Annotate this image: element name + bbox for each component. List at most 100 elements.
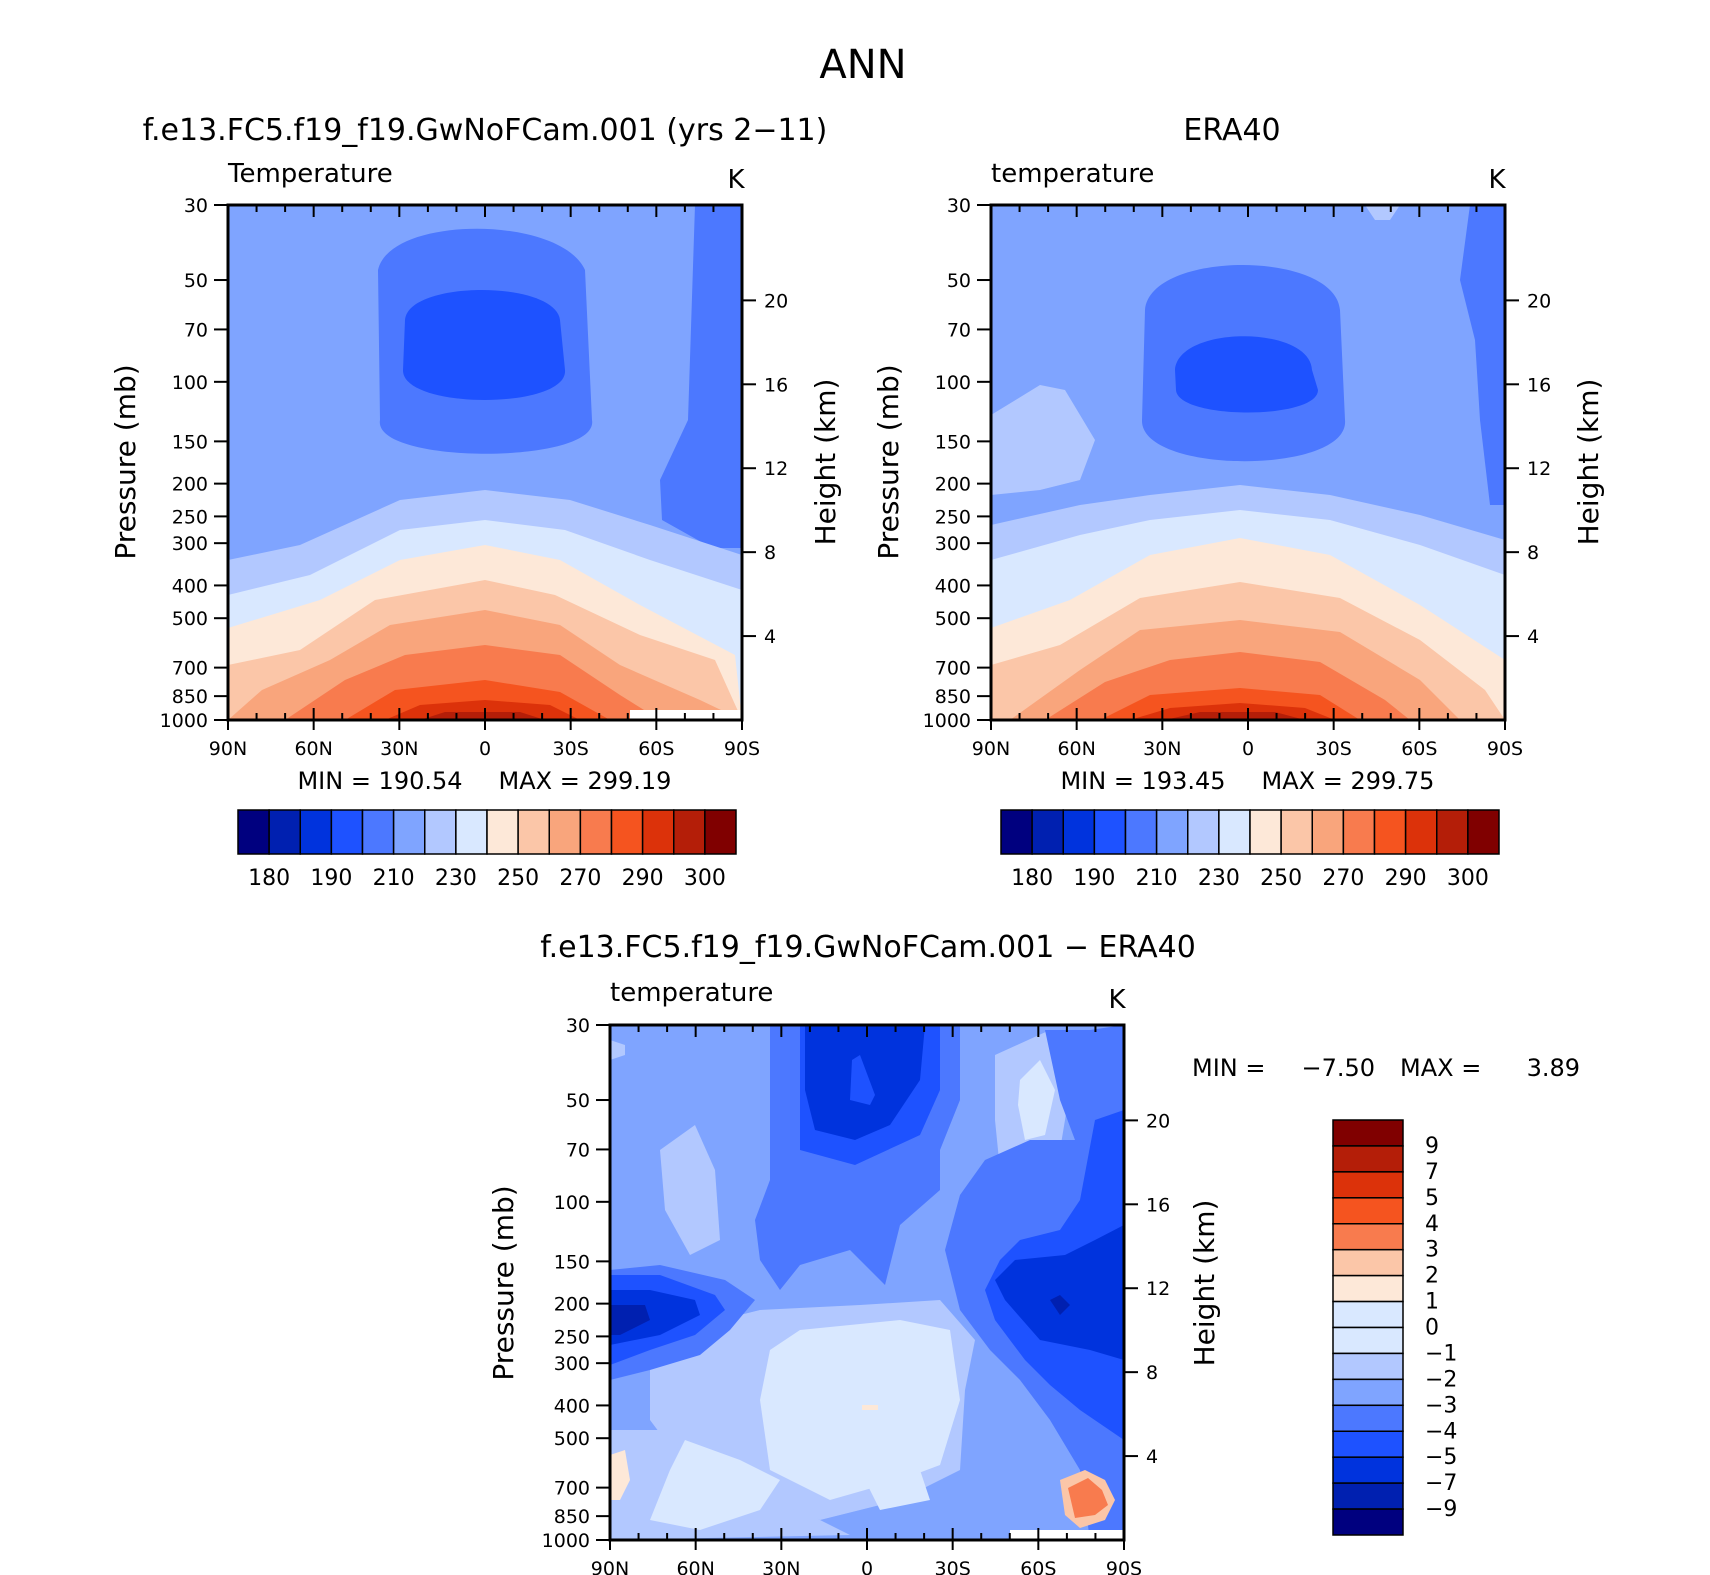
y2-tick-label: 20 <box>764 290 788 312</box>
x-tick-label: 0 <box>861 1558 873 1575</box>
y-tick-label: 50 <box>566 1090 590 1112</box>
colorbar-label: 3 <box>1425 1238 1439 1263</box>
y-tick-label: 500 <box>554 1428 590 1450</box>
colorbar-box <box>1187 809 1220 855</box>
x-tick-label: 60S <box>638 738 674 760</box>
colorbar-box <box>1124 809 1158 855</box>
y2-axis-label-diff: Height (km) <box>1188 1200 1221 1367</box>
colorbar-box <box>1332 1223 1404 1251</box>
y2-axis-label-model: Height (km) <box>809 379 842 546</box>
y-tick-label: 400 <box>935 575 971 597</box>
colorbar-label: 7 <box>1425 1160 1439 1185</box>
colorbar-box <box>1332 1404 1404 1432</box>
colorbar-box <box>299 809 333 855</box>
y-tick-label: 70 <box>947 319 971 341</box>
colorbar-box <box>1218 809 1251 855</box>
y2-tick-label: 8 <box>1527 542 1539 564</box>
colorbar-label: 210 <box>1136 866 1178 891</box>
colorbar-box <box>424 809 457 855</box>
colorbar-box <box>361 809 395 855</box>
colorbar-label: 0 <box>1425 1316 1439 1341</box>
min-label-model: MIN = 190.54 <box>297 767 462 795</box>
colorbar-box <box>392 809 426 855</box>
max-label-diff: MAX = <box>1400 1054 1481 1082</box>
colorbar-box <box>1280 809 1313 855</box>
colorbar-box <box>1332 1248 1404 1277</box>
colorbar-box <box>673 809 706 855</box>
panel-model: f.e13.FC5.f19_f19.GwNoFCam.001 (yrs 2−11… <box>109 113 842 891</box>
y-tick-label: 1000 <box>923 710 971 732</box>
colorbar-label: 230 <box>435 866 477 891</box>
y-tick-label: 100 <box>935 372 971 394</box>
colorbar-box <box>610 809 644 855</box>
y-tick-label: 850 <box>172 686 208 708</box>
max-value-diff: 3.89 <box>1527 1054 1580 1082</box>
colorbar-box <box>237 809 270 855</box>
colorbar-box <box>1093 809 1127 855</box>
colorbar-box <box>1342 809 1376 855</box>
colorbar-box <box>641 809 675 855</box>
y-tick-label: 30 <box>566 1015 590 1037</box>
y2-tick-label: 20 <box>1146 1110 1170 1132</box>
x-tick-label: 60N <box>676 1558 714 1575</box>
colorbar-box <box>1332 1430 1404 1458</box>
y-tick-label: 300 <box>554 1353 590 1375</box>
colorbar-label: 180 <box>1011 866 1053 891</box>
colorbar-obs: 180 190 210 230 250 270 290 300 <box>1000 809 1500 891</box>
y-axis-label-model: Pressure (mb) <box>109 364 142 559</box>
colorbar-box <box>1436 809 1469 855</box>
y-tick-label: 1000 <box>160 710 208 732</box>
y-tick-label: 30 <box>947 195 971 217</box>
y2-tick-label: 16 <box>1527 374 1551 396</box>
y-tick-label: 300 <box>172 533 208 555</box>
min-label-diff: MIN = <box>1192 1054 1265 1082</box>
y2-tick-label: 4 <box>764 626 776 648</box>
colorbar-box <box>486 809 519 855</box>
panel-model-title: f.e13.FC5.f19_f19.GwNoFCam.001 (yrs 2−11… <box>143 113 828 148</box>
y-tick-label: 850 <box>935 686 971 708</box>
colorbar-box <box>1332 1197 1404 1225</box>
colorbar-label: 250 <box>1260 866 1302 891</box>
colorbar-label: 250 <box>497 866 539 891</box>
x-tick-label: 30S <box>553 738 589 760</box>
panel-diff-units: K <box>1108 985 1126 1015</box>
panel-diff: f.e13.FC5.f19_f19.GwNoFCam.001 − ERA40 t… <box>487 930 1580 1575</box>
x-tick-label: 90N <box>209 738 247 760</box>
y-tick-label: 30 <box>184 195 208 217</box>
x-tick-label: 90S <box>724 738 760 760</box>
colorbar-box <box>1332 1300 1404 1329</box>
y2-tick-label: 4 <box>1146 1446 1158 1468</box>
y-tick-label: 200 <box>554 1294 590 1316</box>
y-axis-label-diff: Pressure (mb) <box>487 1185 520 1380</box>
x-tick-label: 30N <box>1143 738 1181 760</box>
colorbar-label: −9 <box>1425 1497 1457 1522</box>
colorbar-box <box>1467 809 1500 855</box>
y-tick-label: 70 <box>184 319 208 341</box>
min-label-obs: MIN = 193.45 <box>1060 767 1225 795</box>
panel-obs-units: K <box>1488 165 1506 195</box>
colorbar-label: 5 <box>1425 1186 1439 1211</box>
x-tick-label: 60S <box>1020 1558 1056 1575</box>
y-tick-label: 700 <box>554 1478 590 1500</box>
colorbar-label: 190 <box>1073 866 1115 891</box>
colorbar-box <box>704 809 737 855</box>
panel-model-variable: Temperature <box>227 159 393 189</box>
colorbar-box <box>1332 1326 1404 1355</box>
x-tick-label: 90S <box>1106 1558 1142 1575</box>
x-tick-label: 0 <box>1242 738 1254 760</box>
x-tick-label: 60S <box>1401 738 1437 760</box>
colorbar-label: 190 <box>310 866 352 891</box>
colorbar-box <box>579 809 613 855</box>
colorbar-label: −3 <box>1425 1393 1457 1418</box>
y-tick-label: 150 <box>935 431 971 453</box>
colorbar-model: 180 190 210 230 250 270 290 300 <box>237 809 737 891</box>
colorbar-label: 290 <box>1385 866 1427 891</box>
y2-tick-label: 20 <box>1527 290 1551 312</box>
x-tick-label: 30S <box>1316 738 1352 760</box>
colorbar-box <box>1062 809 1096 855</box>
colorbar-box <box>1332 1171 1404 1199</box>
y2-tick-label: 16 <box>1146 1194 1170 1216</box>
y-tick-label: 150 <box>172 431 208 453</box>
y2-tick-label: 4 <box>1527 626 1539 648</box>
